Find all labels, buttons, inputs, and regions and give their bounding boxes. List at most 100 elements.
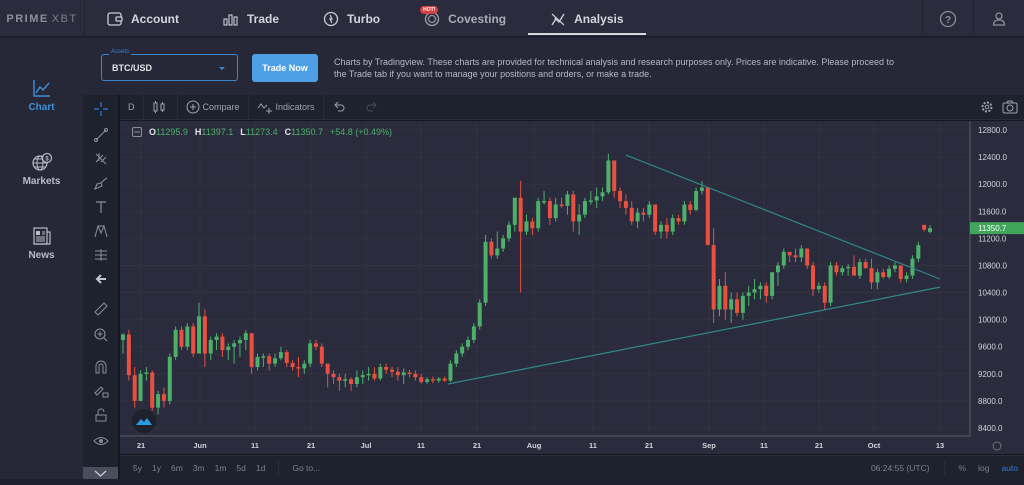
divider (943, 461, 945, 475)
nav-turbo-label: Turbo (347, 11, 381, 26)
range-5y[interactable]: 5y (133, 462, 142, 473)
sidebar-item-markets[interactable]: $ Markets (0, 152, 83, 187)
chart-style-button[interactable] (144, 94, 178, 120)
svg-text:10400.0: 10400.0 (978, 289, 1007, 298)
nav-account[interactable]: Account (85, 0, 201, 37)
range-6m[interactable]: 6m (170, 462, 183, 473)
goto-button[interactable]: Go to... (292, 462, 321, 473)
svg-text:12800.0: 12800.0 (978, 126, 1007, 135)
compare-button[interactable]: Compare (178, 94, 249, 120)
range-5d[interactable]: 5d (236, 462, 246, 473)
main-nav: Account Trade Turbo HOT! Covesting Analy… (85, 0, 646, 37)
trade-now-button[interactable]: Trade Now (252, 54, 318, 82)
lock-drawings-tool[interactable] (91, 381, 111, 401)
svg-text:$: $ (45, 157, 49, 163)
asset-select-value: BTC/USD (112, 63, 152, 73)
redo-icon (366, 101, 377, 112)
tradingview-logo[interactable] (132, 409, 156, 433)
percent-toggle[interactable]: % (958, 463, 967, 473)
ohlc-open: O11295.9 (149, 127, 188, 137)
candles-icon (153, 101, 164, 113)
text-icon (96, 201, 106, 213)
indicators-label: Indicators (275, 102, 315, 112)
log-toggle[interactable]: log (978, 463, 990, 473)
ruler-icon (94, 302, 108, 316)
sidebar-item-chart[interactable]: Chart (0, 78, 83, 113)
ohlc-change: +54.8 (+0.49%) (330, 127, 393, 137)
help-icon: ? (939, 10, 957, 27)
chart-bottom-bar: 5y 1y 6m 3m 1m 5d 1d Go to... 06:24:55 (… (120, 455, 1024, 479)
svg-text:8800.0: 8800.0 (978, 397, 1003, 406)
nav-turbo[interactable]: Turbo (301, 0, 402, 37)
nav-analysis[interactable]: Analysis (528, 0, 646, 37)
utc-clock[interactable]: 06:24:55 (UTC) (870, 463, 930, 473)
nav-covesting[interactable]: HOT! Covesting (402, 0, 528, 37)
expand-toolbar-button[interactable] (83, 467, 118, 479)
arrow-left-icon (95, 274, 106, 284)
visibility-tool[interactable] (91, 431, 111, 451)
measure-tool[interactable] (91, 245, 111, 265)
brush-icon (93, 177, 108, 191)
nav-trade-label: Trade (247, 11, 280, 26)
ohlc-low: L11273.4 (240, 127, 278, 137)
indicators-button[interactable]: Indicators (249, 94, 324, 120)
settings-button[interactable] (980, 100, 994, 116)
nav-trade[interactable]: Trade (201, 0, 301, 37)
line-chart-icon (32, 80, 50, 97)
undo-button[interactable] (324, 95, 357, 120)
help-button[interactable]: ? (922, 0, 973, 37)
asset-select[interactable]: Assets BTC/USD (101, 49, 238, 81)
screenshot-button[interactable] (1002, 100, 1018, 116)
ohlc-legend: O11295.9 H11397.1 L11273.4 C11350.7 +54.… (132, 127, 392, 137)
zoom-in-tool[interactable] (91, 325, 111, 345)
ruler-tool[interactable] (91, 299, 111, 319)
sidebar-item-news-label: News (28, 250, 55, 261)
chevron-down-icon (219, 67, 225, 70)
range-1d[interactable]: 1d (255, 462, 266, 473)
nav-covesting-label: Covesting (448, 11, 507, 26)
svg-text:10800.0: 10800.0 (978, 261, 1007, 270)
svg-text:21: 21 (473, 441, 481, 450)
svg-text:10000.0: 10000.0 (978, 316, 1007, 325)
pitchfork-tool[interactable] (91, 149, 111, 169)
redo-button[interactable] (357, 95, 390, 120)
sidebar-item-news[interactable]: News (0, 226, 83, 261)
zoom-in-icon (94, 328, 108, 342)
pattern-tool[interactable] (91, 221, 111, 241)
asset-bar: Assets BTC/USD Trade Now Charts by Tradi… (83, 38, 1024, 95)
eye-icon (93, 437, 109, 445)
svg-text:11350.7: 11350.7 (978, 224, 1007, 233)
lock-tool[interactable] (91, 405, 111, 425)
interval-button[interactable]: D (120, 94, 144, 120)
sidebar-item-chart-label: Chart (28, 102, 55, 113)
svg-text:21: 21 (815, 441, 823, 450)
back-tool[interactable] (91, 269, 111, 289)
range-1y[interactable]: 1y (151, 462, 161, 473)
auto-toggle[interactable]: auto (1001, 463, 1018, 473)
range-1m[interactable]: 1m (214, 462, 227, 473)
range-3m[interactable]: 3m (192, 462, 205, 473)
user-button[interactable] (973, 0, 1024, 37)
svg-text:8400.0: 8400.0 (978, 424, 1003, 433)
crosshair-tool[interactable] (91, 99, 111, 119)
plus-circle-icon (186, 100, 199, 114)
gear-icon (981, 101, 993, 113)
camera-icon (1002, 100, 1018, 114)
magnet-tool[interactable] (91, 357, 111, 377)
price-chart[interactable]: 12800.0 12400.0 12000.0 11600.0 11200.0 10800… (120, 121, 1024, 454)
collapse-legend-icon[interactable] (132, 127, 142, 137)
divider (278, 460, 280, 475)
chart-header-toolbar: D Compare Indicators (120, 94, 1024, 120)
svg-text:21: 21 (307, 441, 315, 450)
svg-text:11: 11 (760, 441, 768, 450)
pitchfork-icon (95, 153, 107, 165)
logo[interactable]: PRIME XBT (0, 0, 85, 37)
interval-label: D (128, 102, 135, 112)
nav-analysis-label: Analysis (574, 11, 624, 26)
text-tool[interactable] (91, 197, 111, 217)
top-navigation-bar: PRIME XBT Account Trade Turbo HOT! Coves… (0, 0, 1024, 37)
pencil-lock-icon (94, 386, 109, 398)
svg-text:21: 21 (645, 441, 653, 450)
brush-tool[interactable] (91, 173, 111, 193)
trendline-tool[interactable] (91, 125, 111, 145)
